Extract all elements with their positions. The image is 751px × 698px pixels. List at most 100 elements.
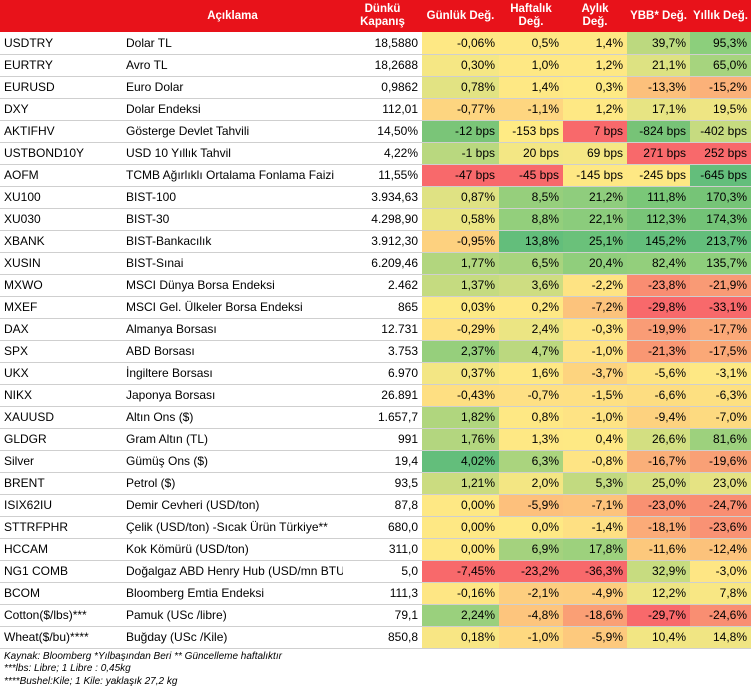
cell-ytd-change: 32,9%: [627, 560, 690, 582]
cell-description: Kok Kömürü (USD/ton): [126, 542, 249, 556]
cell-daily-change: 0,78%: [422, 76, 499, 98]
cell-description: USD 10 Yıllık Tahvil: [126, 146, 231, 160]
cell-close: 6.970: [387, 366, 418, 380]
cell-ytd-change: 25,0%: [627, 472, 690, 494]
cell-close: 311,0: [388, 542, 418, 556]
table-row: ISIX62IU Demir Cevheri (USD/ton) 87,8 0,00%…: [0, 494, 751, 516]
table-row: NIKX Japonya Borsası 26.891 -0,43% -0,7% -1,5…: [0, 384, 751, 406]
cell-close: 12.731: [381, 322, 418, 336]
cell-description: Altın Ons ($): [126, 410, 194, 424]
cell-monthly-change: 69 bps: [563, 142, 627, 164]
cell-daily-change: -0,95%: [422, 230, 499, 252]
cell-ytd-change: 12,2%: [627, 582, 690, 604]
cell-ticker: NIKX: [4, 388, 33, 402]
cell-ticker: DAX: [4, 322, 29, 336]
cell-yearly-change: -17,5%: [690, 340, 751, 362]
cell-close: 87,8: [394, 498, 418, 512]
table-row: XU030 BIST-30 4.298,90 0,58% 8,8% 22,1% 112,3%…: [0, 208, 751, 230]
cell-ticker: Cotton($/lbs)***: [4, 608, 87, 622]
table-row: XUSIN BIST-Sınai 6.209,46 1,77% 6,5% 20,4% 82,…: [0, 252, 751, 274]
footnote-bushel: ****Bushel:Kile; 1 Kile: yaklaşık 27,2 k…: [4, 675, 178, 687]
cell-close: 4,22%: [383, 146, 418, 160]
cell-monthly-change: 1,2%: [563, 98, 627, 120]
cell-monthly-change: -0,3%: [563, 318, 627, 340]
cell-weekly-change: -45 bps: [499, 164, 563, 186]
cell-close: 93,5: [394, 476, 418, 490]
cell-ytd-change: -29,8%: [627, 296, 690, 318]
cell-ytd-change: 82,4%: [627, 252, 690, 274]
table-row: BCOM Bloomberg Emtia Endeksi 111,3 -0,16% -2…: [0, 582, 751, 604]
cell-close: 79,1: [394, 608, 418, 622]
cell-monthly-change: -18,6%: [563, 604, 627, 626]
cell-monthly-change: 5,3%: [563, 472, 627, 494]
cell-daily-change: 1,77%: [422, 252, 499, 274]
table-row: NG1 COMB Doğalgaz ABD Henry Hub (USD/mn B…: [0, 560, 751, 582]
table-row: AKTIFHV Gösterge Devlet Tahvili 14,50% -12 …: [0, 120, 751, 142]
cell-weekly-change: 1,0%: [499, 54, 563, 76]
cell-yearly-change: 14,8%: [690, 626, 751, 648]
table-row: AOFM TCMB Ağırlıklı Ortalama Fonlama Faiz…: [0, 164, 751, 186]
cell-monthly-change: -4,9%: [563, 582, 627, 604]
cell-close: 1.657,7: [377, 410, 418, 424]
table-row: Silver Gümüş Ons ($) 19,4 4,02% 6,3% -0,8% -16…: [0, 450, 751, 472]
cell-daily-change: 0,58%: [422, 208, 499, 230]
cell-description: Petrol ($): [126, 476, 176, 490]
cell-ytd-change: 39,7%: [627, 32, 690, 54]
cell-description: BIST-100: [126, 190, 177, 204]
cell-ytd-change: -245 bps: [627, 164, 690, 186]
cell-ticker: USTBOND10Y: [4, 146, 85, 160]
cell-monthly-change: 22,1%: [563, 208, 627, 230]
cell-monthly-change: 21,2%: [563, 186, 627, 208]
footnotes: Kaynak: Bloomberg *Yılbaşından Beri ** G…: [0, 651, 751, 689]
cell-close: 991: [397, 432, 418, 446]
cell-weekly-change: -1,0%: [499, 626, 563, 648]
table-row: XU100 BIST-100 3.934,63 0,87% 8,5% 21,2% 111,8…: [0, 186, 751, 208]
cell-ticker: GLDGR: [4, 432, 47, 446]
cell-yearly-change: -21,9%: [690, 274, 751, 296]
cell-yearly-change: -7,0%: [690, 406, 751, 428]
cell-description: Dolar Endeksi: [126, 102, 201, 116]
cell-ytd-change: -824 bps: [627, 120, 690, 142]
cell-close: 3.934,63: [371, 190, 418, 204]
cell-yearly-change: 252 bps: [690, 142, 751, 164]
cell-weekly-change: 8,5%: [499, 186, 563, 208]
cell-yearly-change: -23,6%: [690, 516, 751, 538]
table-row: STTRFPHR Çelik (USD/ton) -Sıcak Ürün Türk…: [0, 516, 751, 538]
cell-daily-change: -0,06%: [422, 32, 499, 54]
cell-daily-change: -0,16%: [422, 582, 499, 604]
header-row: Açıklama Dünkü Kapanış Günlük Değ. Haftal…: [0, 0, 751, 32]
cell-close: 112,01: [382, 102, 418, 116]
cell-daily-change: -0,29%: [422, 318, 499, 340]
cell-daily-change: 0,30%: [422, 54, 499, 76]
cell-ytd-change: -13,3%: [627, 76, 690, 98]
cell-monthly-change: -1,0%: [563, 406, 627, 428]
table-row: EURTRY Avro TL 18,2688 0,30% 1,0% 1,2% 21,1% 65…: [0, 54, 751, 76]
header-ytd: YBB* Değ.: [627, 0, 690, 32]
cell-close: 0,9862: [381, 80, 418, 94]
cell-yearly-change: -17,7%: [690, 318, 751, 340]
cell-ytd-change: -11,6%: [627, 538, 690, 560]
cell-ticker: Silver: [4, 454, 35, 468]
cell-weekly-change: 0,0%: [499, 516, 563, 538]
cell-ytd-change: 17,1%: [627, 98, 690, 120]
cell-description: TCMB Ağırlıklı Ortalama Fonlama Faizi: [126, 168, 335, 182]
cell-yearly-change: 135,7%: [690, 252, 751, 274]
cell-ytd-change: -23,0%: [627, 494, 690, 516]
table-body: USDTRY Dolar TL 18,5880 -0,06% 0,5% 1,4% 39,7%…: [0, 32, 751, 648]
cell-ticker: ISIX62IU: [4, 498, 53, 512]
cell-ticker: UKX: [4, 366, 29, 380]
table-row: DXY Dolar Endeksi 112,01 -0,77% -1,1% 1,2% 17,…: [0, 98, 751, 120]
table-row: GLDGR Gram Altın (TL) 991 1,76% 1,3% 0,4% 26,6…: [0, 428, 751, 450]
cell-close: 19,4: [394, 454, 418, 468]
cell-daily-change: 0,37%: [422, 362, 499, 384]
cell-yearly-change: -6,3%: [690, 384, 751, 406]
cell-ticker: BRENT: [4, 476, 45, 490]
cell-close: 11,55%: [378, 168, 418, 182]
cell-ytd-change: 271 bps: [627, 142, 690, 164]
cell-monthly-change: 25,1%: [563, 230, 627, 252]
cell-yearly-change: -33,1%: [690, 296, 751, 318]
cell-monthly-change: -0,8%: [563, 450, 627, 472]
cell-monthly-change: 0,4%: [563, 428, 627, 450]
cell-close: 3.912,30: [371, 234, 418, 248]
cell-weekly-change: 0,8%: [499, 406, 563, 428]
